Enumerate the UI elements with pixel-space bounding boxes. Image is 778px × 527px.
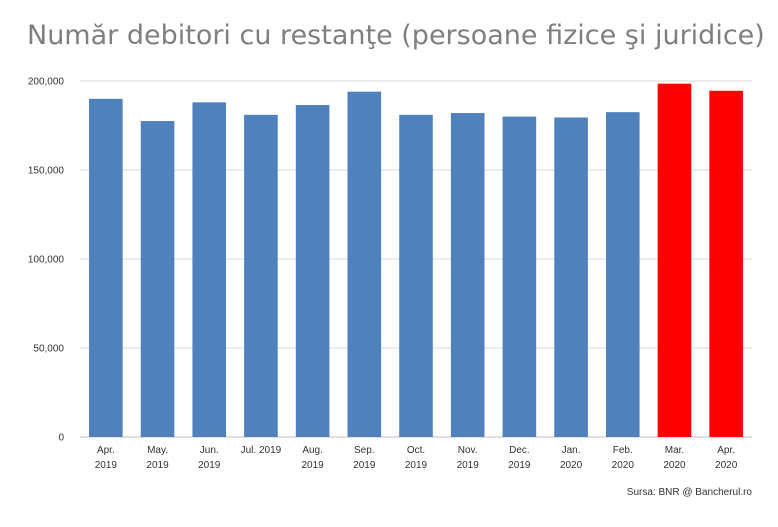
y-tick-label: 200,000 — [28, 77, 65, 88]
x-tick-label: 2020 — [612, 460, 635, 471]
y-tick-label: 150,000 — [28, 166, 65, 177]
x-tick-label: Aug. — [302, 445, 323, 456]
y-tick-label: 50,000 — [33, 344, 64, 355]
x-tick-label: Apr. — [717, 445, 735, 456]
bar — [502, 116, 537, 437]
x-tick-label: Oct. — [407, 445, 425, 456]
x-tick-label: Nov. — [458, 445, 478, 456]
x-tick-label: 2019 — [353, 460, 376, 471]
x-tick-label: 2020 — [663, 460, 686, 471]
x-tick-label: Jun. — [200, 445, 219, 456]
bar — [192, 102, 227, 438]
y-tick-label: 100,000 — [28, 255, 65, 266]
bar — [554, 117, 588, 438]
x-tick-label: Feb. — [613, 445, 633, 456]
y-tick-label: 0 — [58, 433, 64, 444]
x-tick-label: May. — [147, 445, 168, 456]
bar — [244, 114, 278, 437]
x-tick-label: Sep. — [354, 445, 375, 456]
bar — [347, 91, 382, 438]
x-tick-label: 2019 — [508, 460, 531, 471]
x-tick-label: Jan. — [562, 445, 581, 456]
bar — [295, 105, 330, 437]
x-tick-label: 2019 — [146, 460, 169, 471]
x-tick-label: 2019 — [198, 460, 221, 471]
x-tick-label: 2020 — [715, 460, 738, 471]
x-tick-label: 2019 — [405, 460, 428, 471]
bar — [657, 83, 692, 438]
bar — [605, 112, 640, 438]
source-note: Sursa: BNR @ Bancherul.ro — [626, 487, 752, 498]
x-tick-label: 2019 — [301, 460, 324, 471]
bar — [450, 113, 485, 437]
x-tick-label: Dec. — [509, 445, 530, 456]
x-tick-label: 2019 — [457, 460, 480, 471]
x-tick-label: Apr. — [97, 445, 115, 456]
x-tick-label: 2020 — [560, 460, 583, 471]
x-tick-label: Jul. 2019 — [241, 445, 282, 456]
x-tick-label: 2019 — [95, 460, 118, 471]
bar — [399, 114, 433, 437]
bar — [709, 90, 743, 437]
bar — [140, 121, 175, 438]
x-tick-label: Mar. — [665, 445, 684, 456]
chart-title: Număr debitori cu restanţe (persoane fiz… — [27, 20, 765, 51]
bar — [89, 98, 123, 438]
